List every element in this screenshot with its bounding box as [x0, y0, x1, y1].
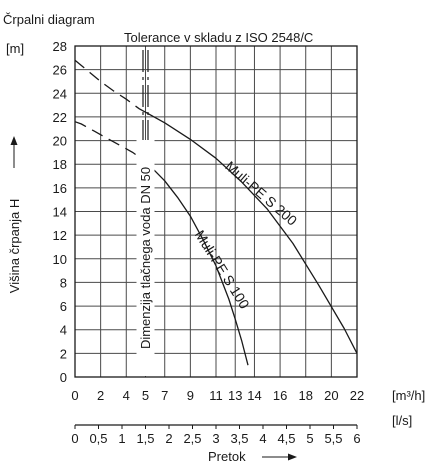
y-tick-label: 20 [53, 134, 67, 149]
grid [74, 45, 358, 378]
plot-frame [74, 45, 358, 378]
x-tick-label: 0 [71, 388, 78, 403]
x-tick-label: 5 [142, 388, 149, 403]
x-tick-label: 18 [298, 388, 312, 403]
y-axis-arrow-head [10, 136, 18, 145]
x2-tick-label: 2 [165, 431, 172, 446]
x2-tick-label: 1,5 [136, 431, 154, 446]
y-tick-label: 6 [60, 299, 67, 314]
x-axis-arrow-head [288, 453, 297, 461]
x2-tick-label: 3 [212, 431, 219, 446]
dn-label-bg [136, 140, 155, 376]
x2-tick-label: 6 [353, 431, 360, 446]
x-axis-label: Pretok [208, 449, 246, 464]
series-label-s100: Muli-PE S 100 [192, 227, 253, 312]
y-tick-label: 22 [53, 110, 67, 125]
y-axis-label: Višina črpanja H [7, 199, 22, 293]
y-tick-label: 10 [53, 252, 67, 267]
series-label-s200: Muli-PE S 200 [222, 158, 300, 229]
x-axis-unit-secondary: [l/s] [392, 413, 412, 428]
x-tick-label: 20 [324, 388, 338, 403]
x2-tick-label: 1 [118, 431, 125, 446]
x-axis-unit-primary: [m³/h] [392, 388, 425, 403]
x-tick-label: 16 [273, 388, 287, 403]
y-tick-label: 4 [60, 323, 67, 338]
y-tick-label: 24 [53, 86, 67, 101]
dn-line-label: Dimenzija tlačnega voda DN 50 [138, 167, 153, 349]
y-tick-label: 8 [60, 275, 67, 290]
y-axis-unit: [m] [6, 41, 24, 56]
x-tick-label: 11 [209, 388, 223, 403]
y-axis-label-group: Višina črpanja H [7, 136, 22, 293]
curve-s100-dashed [74, 121, 146, 163]
y-tick-label: 0 [60, 370, 67, 385]
y-tick-label: 26 [53, 63, 67, 78]
y-tick-label: 2 [60, 346, 67, 361]
y-tick-label: 14 [53, 205, 67, 220]
x2-tick-label: 4 [259, 431, 266, 446]
y-tick-label: 12 [53, 228, 67, 243]
curve-s200-dashed [74, 59, 146, 113]
x2-tick-label: 5,5 [324, 431, 342, 446]
y-tick-label: 16 [53, 181, 67, 196]
x-tick-label: 14 [247, 388, 261, 403]
x-tick-label: 2 [97, 388, 104, 403]
y-tick-label: 28 [53, 39, 67, 54]
curve-s200-line [145, 111, 358, 354]
x-tick-label: 13 [228, 388, 242, 403]
chart-title: Črpalni diagram [3, 12, 95, 27]
x-tick-label: 9 [187, 388, 194, 403]
x2-tick-label: 3,5 [230, 431, 248, 446]
x2-tick-label: 2,5 [183, 431, 201, 446]
y-tick-label: 18 [53, 157, 67, 172]
x2-tick-label: 0 [71, 431, 78, 446]
dn-line-group: Dimenzija tlačnega voda DN 50 [136, 50, 155, 376]
chart-subtitle: Tolerance v skladu z ISO 2548/C [124, 30, 313, 45]
x2-tick-label: 5 [306, 431, 313, 446]
x2-tick-label: 4,5 [277, 431, 295, 446]
x-tick-label: 7 [161, 388, 168, 403]
x2-tick-label: 0,5 [89, 431, 107, 446]
curve-s100-line [145, 161, 249, 366]
x-axis-label-group: Pretok [208, 449, 297, 464]
x-tick-label: 4 [123, 388, 130, 403]
x-tick-label: 22 [350, 388, 364, 403]
